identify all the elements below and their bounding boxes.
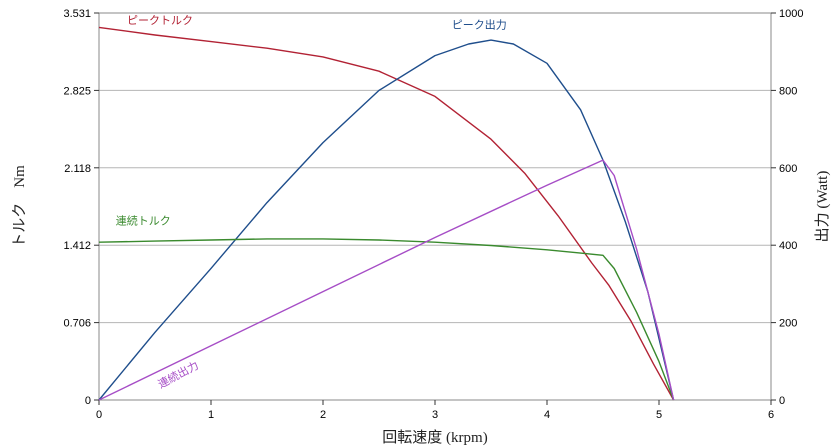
y-left-tick-label: 0.706 bbox=[63, 318, 91, 330]
series-lines bbox=[98, 26, 675, 401]
y-right-tick-label: 800 bbox=[779, 85, 797, 97]
y-left-tick-label: 2.118 bbox=[64, 163, 91, 175]
continuous-torque-label: 連続トルク bbox=[116, 214, 171, 228]
peak-power-line bbox=[98, 39, 675, 401]
axes bbox=[94, 12, 776, 405]
x-axis-title: 回転速度 (krpm) bbox=[382, 429, 487, 446]
x-tick-label: 4 bbox=[544, 409, 550, 421]
continuous-power-line bbox=[98, 159, 675, 401]
y-right-tick-label: 200 bbox=[779, 318, 797, 330]
y-left-axis-title: トルク Nm bbox=[11, 165, 28, 248]
peak-torque-line bbox=[98, 26, 675, 401]
peak-torque-label: ピークトルク bbox=[127, 14, 193, 27]
y-left-tick-label: 1.412 bbox=[63, 240, 91, 252]
peak-power-label: ピーク出力 bbox=[452, 17, 507, 31]
y-right-tick-label: 0 bbox=[779, 395, 785, 407]
continuous-torque-line bbox=[98, 238, 675, 401]
grid-lines bbox=[99, 12, 771, 401]
x-tick-label: 6 bbox=[768, 409, 774, 421]
y-right-axis-title: 出力 (Watt) bbox=[814, 171, 831, 243]
plot-frame bbox=[98, 12, 772, 401]
labels: 0 1 2 3 4 5 600.7061.4122.1182.8253.5310200400… bbox=[11, 8, 831, 446]
y-right-tick-label: 1000 bbox=[779, 8, 803, 20]
y-right-tick-label: 600 bbox=[779, 163, 797, 175]
y-left-tick-label: 2.825 bbox=[63, 85, 91, 97]
y-left-tick-label: 0 bbox=[85, 395, 91, 407]
x-tick-label: 1 bbox=[208, 409, 214, 421]
y-right-tick-label: 400 bbox=[779, 240, 797, 252]
continuous-power-label: 連続出力 bbox=[155, 358, 200, 391]
x-tick-label: 0 bbox=[96, 409, 102, 421]
y-left-tick-label: 3.531 bbox=[63, 8, 91, 20]
x-tick-label: 5 bbox=[656, 409, 662, 421]
x-tick-label: 3 bbox=[432, 409, 438, 421]
x-tick-label: 2 bbox=[320, 409, 326, 421]
